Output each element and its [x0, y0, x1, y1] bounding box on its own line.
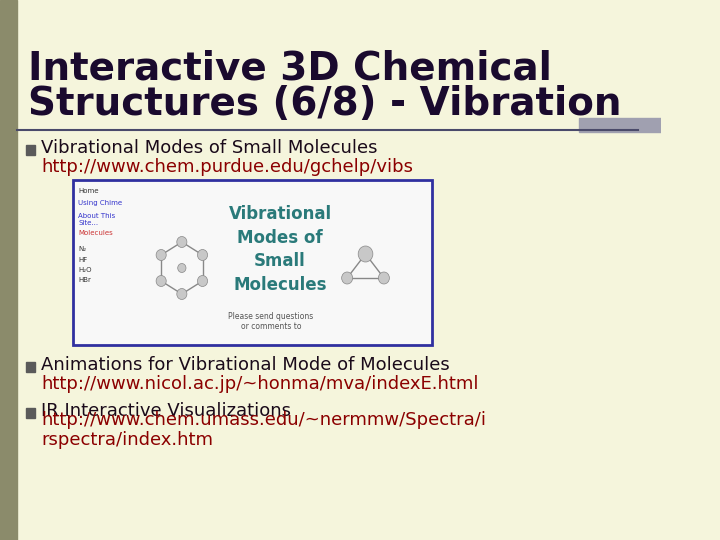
Text: http://www.nicol.ac.jp/~honma/mva/indexE.html: http://www.nicol.ac.jp/~honma/mva/indexE… — [41, 375, 479, 393]
Bar — [26, 362, 35, 372]
Text: Vibrational Modes of Small Molecules: Vibrational Modes of Small Molecules — [41, 139, 378, 157]
Text: Please send questions
or comments to: Please send questions or comments to — [228, 312, 313, 331]
Bar — [0, 0, 17, 540]
Text: N₂: N₂ — [78, 246, 86, 252]
Bar — [26, 145, 35, 155]
Text: Molecules: Molecules — [78, 230, 113, 236]
Text: Structures (6/8) - Vibration: Structures (6/8) - Vibration — [27, 85, 621, 123]
Circle shape — [379, 272, 390, 284]
Text: IR Interactive Visualizations: IR Interactive Visualizations — [41, 402, 292, 420]
Circle shape — [342, 272, 353, 284]
Text: About This
Site...: About This Site... — [78, 213, 115, 226]
Bar — [73, 180, 432, 345]
Text: H₂O: H₂O — [78, 267, 91, 273]
Circle shape — [358, 246, 373, 262]
Circle shape — [156, 275, 166, 287]
Text: http://www.chem.umass.edu/~nermmw/Spectra/i
rspectra/index.htm: http://www.chem.umass.edu/~nermmw/Spectr… — [41, 410, 486, 449]
Text: Vibrational
Modes of
Small
Molecules: Vibrational Modes of Small Molecules — [228, 205, 332, 294]
Text: Animations for Vibrational Mode of Molecules: Animations for Vibrational Mode of Molec… — [41, 356, 450, 374]
Circle shape — [197, 249, 207, 260]
Text: Interactive 3D Chemical: Interactive 3D Chemical — [27, 50, 552, 88]
Text: http://www.chem.purdue.edu/gchelp/vibs: http://www.chem.purdue.edu/gchelp/vibs — [41, 158, 413, 176]
Text: HF: HF — [78, 257, 87, 263]
Text: HBr: HBr — [78, 277, 91, 283]
Text: Using Chime: Using Chime — [78, 200, 122, 206]
Circle shape — [156, 249, 166, 260]
Bar — [26, 408, 35, 418]
Circle shape — [197, 275, 207, 287]
Circle shape — [178, 264, 186, 273]
Circle shape — [177, 237, 187, 247]
Bar — [579, 118, 661, 132]
Circle shape — [177, 288, 187, 300]
Text: Home: Home — [78, 188, 99, 194]
